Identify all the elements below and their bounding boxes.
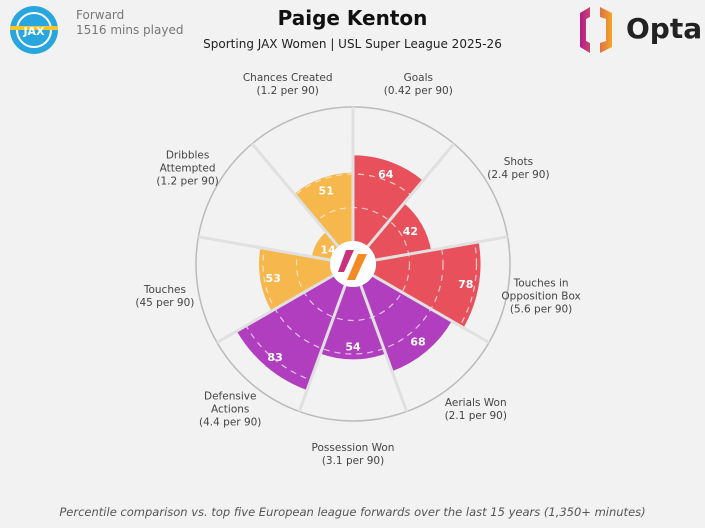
bar-touches-in-opposition-box <box>372 241 481 328</box>
category-per90: (2.4 per 90) <box>487 168 550 181</box>
center-logo-icon <box>347 254 367 280</box>
category-label: Possession Won (3.1 per 90) <box>288 442 418 468</box>
category-name: Goals <box>403 71 433 84</box>
category-per90: (3.1 per 90) <box>321 455 385 467</box>
slice-divider <box>198 235 354 266</box>
category-label: Defensive Actions (4.4 per 90) <box>185 391 275 430</box>
slice-divider <box>250 142 355 265</box>
category-per90: (2.1 per 90) <box>444 410 507 423</box>
category-label: Goals (0.42 per 90) <box>353 72 483 98</box>
category-label: Touches (45 per 90) <box>100 284 230 310</box>
data-label: 78 <box>458 278 473 291</box>
category-name: Shots <box>503 155 534 168</box>
slice-divider <box>351 142 456 265</box>
bar-defensive-actions <box>236 275 346 391</box>
center-logo-icon <box>338 250 354 272</box>
data-label: 53 <box>266 272 281 285</box>
player-position: Forward <box>76 8 125 22</box>
category-name: Dribbles Attempted <box>159 149 216 174</box>
data-label: 54 <box>345 340 361 353</box>
category-per90: (45 per 90) <box>135 297 195 310</box>
slice-divider <box>216 262 354 344</box>
data-label: 68 <box>410 335 425 348</box>
gridline-shade-75 <box>229 140 477 388</box>
subtitle: Sporting JAX Women | USL Super League 20… <box>203 37 502 51</box>
slice-divider <box>352 262 490 344</box>
category-name: Possession Won <box>311 442 395 454</box>
page-title: Paige Kenton <box>277 6 428 30</box>
gridline-75 <box>228 139 478 389</box>
data-label: 83 <box>267 351 282 364</box>
opta-logo-icon <box>580 7 612 53</box>
bar-possession-won <box>320 285 386 360</box>
category-name: Chances Created <box>242 71 333 84</box>
category-per90: (4.4 per 90) <box>199 416 262 429</box>
player-info: Forward 1516 mins played <box>76 8 183 38</box>
opta-brand: Opta <box>626 12 703 45</box>
category-per90: (5.6 per 90) <box>509 303 573 316</box>
slice-divider <box>352 235 508 266</box>
category-name: Defensive Actions <box>204 390 257 416</box>
category-name: Aerials Won <box>444 397 507 410</box>
category-label: Shots (2.4 per 90) <box>453 156 583 182</box>
data-label: 14 <box>320 244 336 257</box>
category-name: Touches <box>143 284 186 297</box>
category-label: Aerials Won (2.1 per 90) <box>411 397 541 423</box>
bar-chances-created <box>294 172 353 247</box>
footnote: Percentile comparison vs. top five Europ… <box>59 505 646 519</box>
category-per90: (0.42 per 90) <box>383 84 453 97</box>
slice-divider <box>297 263 355 413</box>
svg-text:JAX: JAX <box>22 25 45 38</box>
category-label: Chances Created (1.2 per 90) <box>223 72 353 98</box>
data-label: 64 <box>378 168 394 181</box>
slice-divider <box>351 263 409 413</box>
category-per90: (1.2 per 90) <box>256 84 319 97</box>
center-hole <box>330 241 376 287</box>
category-label: Touches in Opposition Box (5.6 per 90) <box>496 278 586 317</box>
bar-touches <box>258 247 334 312</box>
category-per90: (1.2 per 90) <box>156 175 219 187</box>
bar-goals <box>353 155 423 247</box>
data-label: 42 <box>403 225 418 238</box>
category-name: Touches in Opposition Box <box>501 277 581 303</box>
minutes-played: 1516 mins played <box>76 23 184 37</box>
data-label: 51 <box>319 184 334 197</box>
category-label: Dribbles Attempted (1.2 per 90) <box>143 149 233 188</box>
club-crest-logo: JAX <box>10 6 58 54</box>
